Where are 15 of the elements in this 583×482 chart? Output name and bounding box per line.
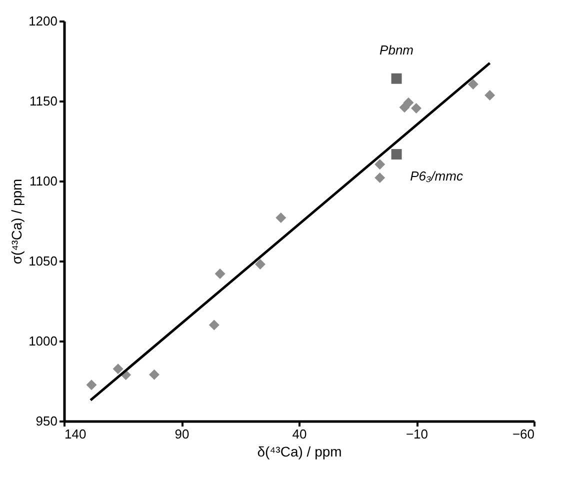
- y-tick-label: 1150: [30, 94, 58, 108]
- x-tick-label: 40: [292, 426, 307, 442]
- x-tick-label: −10: [406, 426, 428, 442]
- annotation: Pbnm: [380, 42, 414, 58]
- y-tick-label: 950: [36, 414, 58, 428]
- annotation: P6₃/mmc: [410, 168, 464, 184]
- x-axis-title: δ(⁴³Ca) / ppm: [257, 444, 342, 460]
- y-tick-label: 1100: [30, 174, 58, 188]
- y-tick-label: 1200: [28, 14, 58, 28]
- x-tick-label: 140: [64, 426, 86, 442]
- y-tick-label: 1000: [28, 334, 58, 348]
- x-tick-label: −60: [512, 426, 534, 442]
- y-tick-label: 1050: [28, 254, 58, 268]
- x-tick-label: 90: [174, 426, 190, 442]
- y-axis-title: σ(⁴³Ca) / ppm: [8, 178, 25, 264]
